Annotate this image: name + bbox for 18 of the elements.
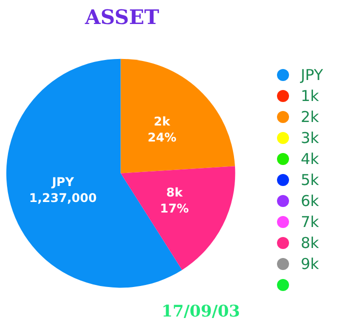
slice-label: 8k: [166, 186, 184, 200]
chart-title: ASSET: [84, 5, 160, 29]
legend-label: 1k: [300, 86, 319, 104]
legend-label: 7k: [300, 212, 319, 230]
data-label: 17%: [160, 202, 189, 216]
legend-label: 2k: [300, 108, 319, 126]
legend-label: 5k: [300, 170, 319, 188]
legend-label: JPY: [300, 66, 323, 84]
legend-label: 6k: [300, 192, 319, 210]
legend-label: 4k: [300, 150, 319, 168]
text: 1,237,000: [29, 191, 97, 206]
legend-label: 9k: [300, 254, 319, 272]
slice-label: JPY: [50, 175, 74, 190]
text: 17/09/03: [162, 302, 240, 320]
slice-label: 2k: [154, 114, 172, 128]
legend-label: 3k: [300, 128, 319, 146]
data-label: 24%: [148, 130, 176, 144]
legend-label: 8k: [300, 234, 319, 252]
